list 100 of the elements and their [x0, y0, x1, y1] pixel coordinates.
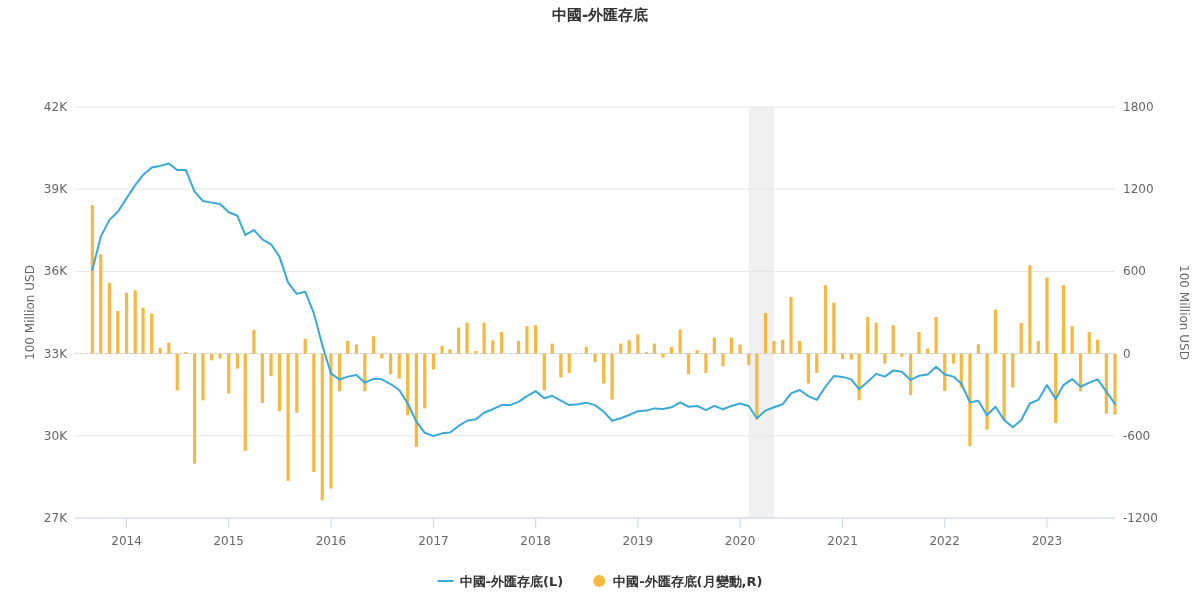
bar: [661, 353, 665, 358]
bar: [448, 349, 452, 354]
bar: [823, 285, 828, 354]
bar: [798, 341, 802, 354]
y2-tick-label: -600: [1123, 428, 1151, 443]
bar: [602, 353, 606, 384]
bar: [269, 353, 273, 377]
y2-axis-title: 100 Million USD: [1177, 265, 1191, 360]
bar: [891, 325, 895, 354]
bar: [133, 290, 137, 354]
bar: [192, 353, 197, 464]
bar: [346, 341, 350, 354]
bar: [423, 353, 427, 409]
y-tick-label: 30K: [43, 428, 69, 443]
bar: [1113, 353, 1117, 415]
bar: [201, 353, 205, 401]
bar: [534, 325, 538, 354]
bar: [90, 205, 94, 354]
x-tick-label: 2023: [1031, 534, 1063, 548]
bar: [772, 341, 776, 354]
bar: [141, 307, 145, 354]
bar: [789, 296, 793, 354]
bar: [329, 353, 333, 489]
y-tick-label: 42K: [43, 100, 69, 114]
x-tick-label: 2015: [213, 534, 245, 548]
x-tick-label: 2017: [418, 534, 449, 548]
bar: [968, 353, 972, 447]
bar: [1019, 322, 1023, 354]
bar: [900, 353, 904, 357]
y-tick-label: 36K: [43, 264, 69, 279]
bar: [934, 316, 938, 354]
bar: [286, 353, 290, 481]
bar: [550, 343, 554, 354]
y2-tick-label: -1200: [1123, 511, 1158, 525]
x-tick-label: 2018: [520, 534, 551, 548]
bar: [277, 353, 282, 412]
bar: [1002, 353, 1006, 420]
bar: [107, 282, 112, 354]
y-tick-label: 27K: [43, 511, 69, 525]
bar: [815, 353, 819, 373]
bar: [260, 353, 264, 403]
x-tick-label: 2020: [724, 534, 756, 548]
bar: [312, 353, 316, 472]
bar: [388, 353, 393, 375]
bar: [440, 345, 444, 354]
bar: [295, 353, 299, 413]
x-tick-label: 2021: [827, 534, 858, 548]
bar: [678, 329, 682, 354]
bar: [124, 292, 129, 354]
bar: [985, 353, 989, 430]
bar: [542, 353, 546, 391]
y2-tick-label: 1200: [1123, 182, 1154, 197]
bar: [866, 316, 870, 354]
bar: [218, 353, 222, 359]
bar: [729, 337, 733, 354]
y-axis-title: 100 Million USD: [23, 265, 37, 360]
bar: [917, 331, 921, 354]
bar: [1061, 285, 1066, 354]
bar: [610, 353, 614, 400]
bar: [167, 342, 171, 354]
bar: [243, 353, 247, 451]
y-tick-label: 33K: [43, 346, 69, 361]
bar: [636, 334, 640, 354]
chart-title: 中國-外匯存底: [551, 6, 649, 24]
bar: [993, 309, 998, 354]
bar: [525, 326, 529, 354]
bar: [397, 353, 401, 379]
bar: [652, 343, 656, 354]
x-tick-label: 2016: [315, 534, 347, 548]
bar: [567, 353, 571, 373]
bar: [1036, 341, 1040, 354]
bar: [781, 339, 785, 354]
bar: [320, 353, 324, 501]
bar: [763, 312, 768, 354]
bar: [686, 353, 691, 375]
bar: [1070, 326, 1074, 354]
y2-tick-label: 600: [1123, 264, 1146, 279]
bar: [235, 353, 240, 369]
bar: [832, 302, 836, 354]
y-tick-label: 39K: [43, 182, 69, 197]
x-tick-label: 2022: [929, 534, 961, 548]
bar: [738, 344, 742, 354]
bar: [516, 341, 521, 354]
bar: [116, 310, 120, 354]
bar: [559, 353, 563, 378]
bar: [1045, 277, 1049, 354]
bar: [303, 338, 307, 354]
bar: [1028, 265, 1032, 354]
bar: [457, 327, 461, 354]
bar: [99, 254, 103, 354]
bar: [976, 344, 980, 354]
line-series: [91, 162, 1116, 438]
legend-label: 中國-外匯存底(L): [459, 574, 564, 589]
bar: [849, 353, 853, 360]
bar: [1096, 339, 1100, 354]
x-tick-label: 2014: [111, 534, 142, 548]
bar: [721, 353, 725, 367]
legend-label: 中國-外匯存底(月變動,R): [613, 574, 763, 589]
bar: [1087, 331, 1091, 354]
bar: [857, 353, 861, 401]
